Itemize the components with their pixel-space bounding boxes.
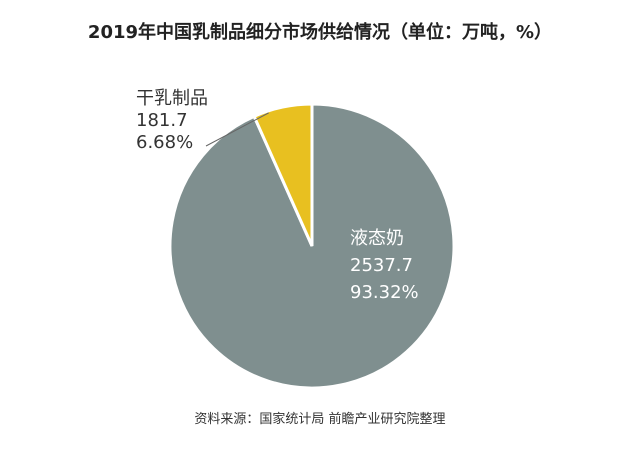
chart-title: 2019年中国乳制品细分市场供给情况（单位：万吨，%） <box>87 22 553 43</box>
slice-percent-dry-dairy: 6.68% <box>136 132 193 153</box>
pie-slice-dry-dairy <box>252 102 314 247</box>
leader-line <box>205 112 269 147</box>
slice-value-liquid-milk: 2537.7 <box>350 255 413 276</box>
slice-percent-liquid-milk: 93.32% <box>350 282 419 303</box>
slice-value-dry-dairy: 181.7 <box>136 110 188 131</box>
slice-label-dry-dairy: 干乳制品 <box>136 88 208 109</box>
slice-label-liquid-milk: 液态奶 <box>350 228 404 249</box>
source-note: 资料来源：国家统计局 前瞻产业研究院整理 <box>194 412 446 427</box>
